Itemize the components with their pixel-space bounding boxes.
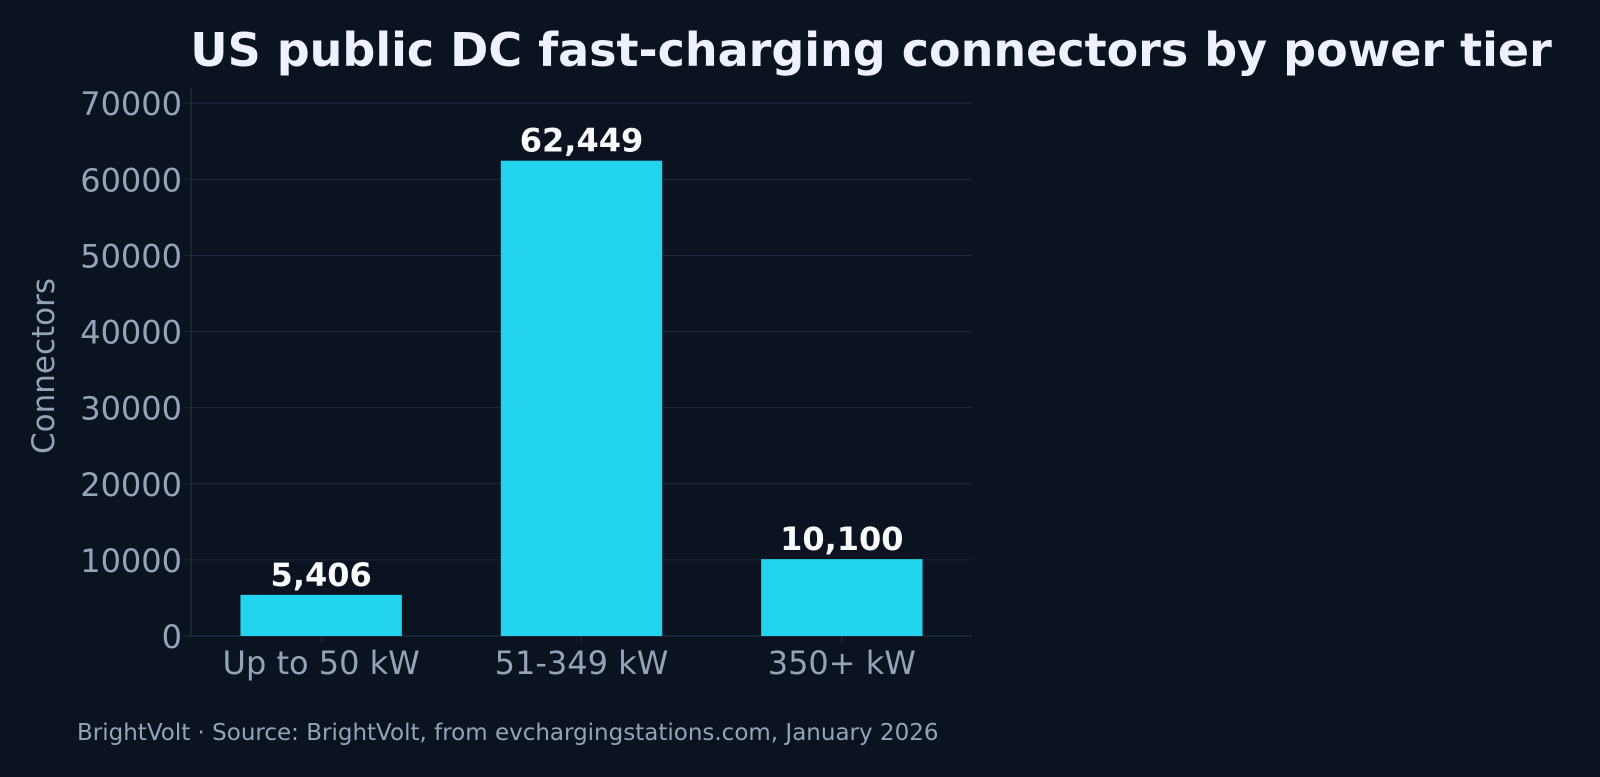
y-tick-labels: 0 10000 20000 30000 40000 50000 60000 70000	[80, 85, 182, 656]
y-tick-label: 30000	[80, 390, 182, 428]
y-tick-label: 60000	[80, 161, 182, 199]
y-axis-label: Connectors	[26, 278, 62, 454]
y-tick-label: 40000	[80, 314, 182, 352]
y-tick-label: 0	[162, 618, 182, 656]
bar	[500, 160, 663, 636]
bars	[240, 160, 923, 636]
source-footer: BrightVolt · Source: BrightVolt, from ev…	[77, 720, 939, 746]
x-tick-label: Up to 50 kW	[223, 644, 420, 682]
data-labels: 5,406 62,449 10,100	[271, 122, 904, 594]
bar	[761, 559, 923, 636]
bar	[240, 594, 402, 636]
y-tick-label: 50000	[80, 237, 182, 275]
chart-title: US public DC fast-charging connectors by…	[190, 23, 1552, 77]
x-tick-labels: Up to 50 kW 51-349 kW 350+ kW	[223, 644, 916, 682]
y-tick-label: 20000	[80, 466, 182, 504]
data-label: 10,100	[780, 520, 903, 558]
x-tick-label: 350+ kW	[768, 644, 916, 682]
y-tick-label: 10000	[80, 542, 182, 580]
data-label: 62,449	[520, 122, 643, 160]
y-tick-label: 70000	[80, 85, 182, 123]
data-label: 5,406	[271, 556, 372, 594]
x-tick-label: 51-349 kW	[495, 644, 669, 682]
